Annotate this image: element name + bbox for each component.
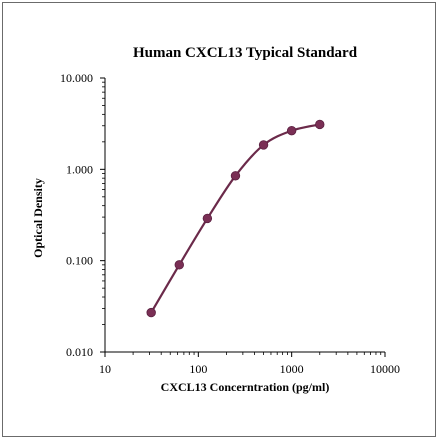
x-axis-label: CXCL13 Concerntration (pg/ml) (161, 380, 330, 394)
x-tick-label: 10 (99, 362, 111, 376)
data-point (286, 125, 297, 136)
y-tick-label: 1.000 (66, 162, 93, 176)
chart-frame (2, 2, 436, 437)
data-point (230, 171, 241, 181)
x-tick-label: 10000 (370, 362, 400, 376)
data-point (202, 213, 213, 224)
y-tick-label: 0.010 (66, 345, 93, 359)
y-axis-label: Optical Density (31, 178, 45, 258)
x-tick-label: 100 (189, 362, 207, 376)
chart-title: Human CXCL13 Typical Standard (133, 45, 358, 61)
data-point (146, 307, 156, 318)
data-point (258, 140, 269, 150)
y-tick-label: 0.100 (66, 254, 93, 268)
y-tick-label: 10.000 (60, 71, 93, 85)
x-tick-label: 1000 (280, 362, 304, 376)
series-line (150, 123, 320, 314)
data-point (315, 119, 325, 130)
data-point (174, 260, 184, 270)
